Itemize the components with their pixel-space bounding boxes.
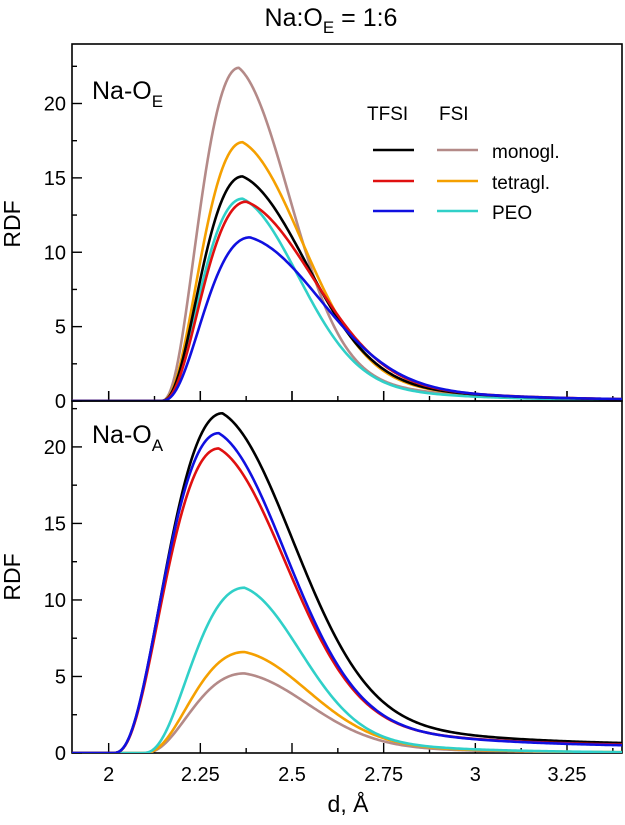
legend-header-tfsi: TFSI <box>367 104 408 125</box>
panel-label-top-main: Na-O <box>92 77 152 105</box>
y-tick-label-bottom-15: 15 <box>44 513 66 535</box>
y-tick-label-top-0: 0 <box>55 391 66 413</box>
panel-label-top-sub: E <box>152 92 163 111</box>
y-tick-label-top-10: 10 <box>44 242 66 264</box>
y-tick-label-bottom-10: 10 <box>44 590 66 612</box>
series-bottom-tfsi-peo <box>72 431 622 753</box>
legend: TFSI FSI monogl. tetragl. PEO <box>367 104 560 224</box>
series-bottom-fsi-peo <box>72 586 622 753</box>
title-subscript: E <box>323 18 334 37</box>
panel-label-bottom-main: Na-O <box>92 421 152 449</box>
figure-title: Na:OE = 1:6 <box>265 4 398 37</box>
legend-label-tetragl: tetragl. <box>492 173 550 194</box>
y-tick-label-bottom-0: 0 <box>55 743 66 765</box>
panel-na-oa: 0 5 10 15 20 2 2.25 2.5 2.75 3 3.25 <box>44 400 623 786</box>
x-tick-label-3: 2.75 <box>364 764 403 786</box>
ylabel-bottom: RDF <box>0 553 25 600</box>
series-bottom-fsi-tetragl <box>72 650 622 753</box>
series-top-tfsi-tetragl <box>72 200 622 401</box>
y-tick-label-top-20: 20 <box>44 94 66 116</box>
x-tick-label-4: 3 <box>470 764 481 786</box>
title-tail: = 1:6 <box>334 4 397 32</box>
series-top-fsi-monogl <box>72 66 622 401</box>
x-tick-label-1: 2.25 <box>181 764 220 786</box>
series-top-tfsi-monogl <box>72 175 622 401</box>
x-axis-label: d, Å <box>328 790 370 817</box>
panel-label-bottom: Na-OA <box>92 421 164 455</box>
legend-label-peo: PEO <box>492 203 532 224</box>
legend-header-fsi: FSI <box>439 104 469 125</box>
y-tick-label-top-5: 5 <box>55 317 66 339</box>
ylabel-top: RDF <box>0 200 25 247</box>
y-tick-label-bottom-20: 20 <box>44 437 66 459</box>
x-tick-label-5: 3.25 <box>548 764 587 786</box>
x-tick-label-0: 2 <box>103 764 114 786</box>
x-tick-label-2: 2.5 <box>278 764 306 786</box>
panel-label-top: Na-OE <box>92 77 163 111</box>
series-bottom-tfsi-tetragl <box>72 447 622 753</box>
plot-frame-bottom <box>71 400 623 754</box>
series-top-fsi-peo <box>72 197 622 401</box>
y-tick-label-top-15: 15 <box>44 168 66 190</box>
panel-label-bottom-sub: A <box>152 436 164 455</box>
title-main: Na:O <box>265 4 323 32</box>
y-tick-label-bottom-5: 5 <box>55 666 66 688</box>
series-bottom-tfsi-monogl <box>72 411 622 753</box>
legend-label-monogl: monogl. <box>492 142 560 163</box>
series-top-tfsi-peo <box>72 236 622 401</box>
